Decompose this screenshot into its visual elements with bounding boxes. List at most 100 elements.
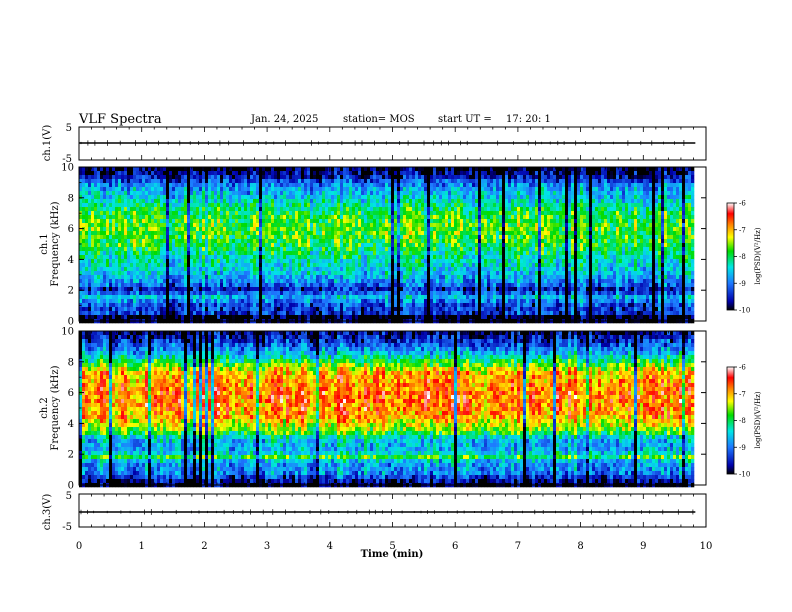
spectrogram-cell [418,219,421,223]
spectrogram-cell [145,303,148,307]
spectrogram-cell [295,199,298,203]
spectrogram-cell [172,243,175,247]
spectrogram-cell [364,191,367,195]
spectrogram-cell [253,295,256,299]
spectrogram-cell [88,283,91,287]
spectrogram-cell [358,271,361,275]
spectrogram-cell [241,219,244,223]
spectrogram-cell [124,251,127,255]
spectrogram-cell [430,311,433,315]
spectrogram-cell [262,219,265,223]
spectrogram-cell [373,315,376,319]
spectrogram-cell [292,263,295,267]
spectrogram-cell [370,207,373,211]
spectrogram-cell [187,175,190,179]
spectrogram-cell [313,251,316,255]
spectrogram-cell [121,255,124,259]
spectrogram-cell [166,271,169,275]
spectrogram-cell [304,183,307,187]
spectrogram-cell [247,255,250,259]
spectrogram-cell [100,227,103,231]
spectrogram-cell [205,299,208,303]
spectrogram-cell [367,207,370,211]
spectrogram-cell [115,299,118,303]
spectrogram-cell [220,215,223,219]
spectrogram-cell [310,251,313,255]
spectrogram-cell [289,239,292,243]
spectrogram-cell [361,303,364,307]
spectrogram-cell [157,239,160,243]
spectrogram-cell [235,175,238,179]
spectrogram-cell [373,263,376,267]
spectrogram-cell [130,279,133,283]
spectrogram-cell [193,239,196,243]
spectrogram-cell [136,279,139,283]
spectrogram-cell [388,255,391,259]
spectrogram-cell [88,199,91,203]
spectrogram-cell [388,223,391,227]
spectrogram-cell [334,187,337,191]
spectrogram-cell [310,175,313,179]
spectrogram-cell [391,215,394,219]
spectrogram-cell [166,235,169,239]
spectrogram-cell [91,275,94,279]
spectrogram-cell [421,199,424,203]
spectrogram-cell [127,275,130,279]
spectrogram-cell [277,195,280,199]
spectrogram-cell [250,307,253,311]
spectrogram-cell [223,287,226,291]
spectrogram-cell [451,283,454,287]
spectrogram-cell [142,251,145,255]
spectrogram-cell [343,167,346,171]
spectrogram-cell [418,291,421,295]
spectrogram-cell [127,207,130,211]
spectrogram-cell [256,271,259,275]
spectrogram-cell [421,239,424,243]
spectrogram-cell [121,311,124,315]
spectrogram-cell [238,303,241,307]
spectrogram-cell [406,303,409,307]
spectrogram-cell [313,307,316,311]
spectrogram-cell [211,235,214,239]
spectrogram-cell [436,199,439,203]
spectrogram-cell [448,279,451,283]
spectrogram-cell [112,191,115,195]
spectrogram-cell [220,175,223,179]
spectrogram-cell [328,191,331,195]
spectrogram-cell [109,207,112,211]
spectrogram-cell [427,291,430,295]
spectrogram-cell [310,239,313,243]
spectrogram-cell [280,215,283,219]
spectrogram-cell [118,243,121,247]
spectrogram-cell [364,311,367,315]
spectrogram-cell [127,231,130,235]
spectrogram-cell [190,311,193,315]
spectrogram-cell [88,187,91,191]
spectrogram-cell [346,235,349,239]
spectrogram-cell [256,183,259,187]
spectrogram-cell [133,227,136,231]
spectrogram-cell [361,299,364,303]
spectrogram-cell [376,167,379,171]
spectrogram-cell [343,251,346,255]
spectrogram-cell [430,267,433,271]
spectrogram-cell [181,231,184,235]
spectrogram-cell [292,215,295,219]
spectrogram-cell [205,191,208,195]
spectrogram-cell [439,175,442,179]
spectrogram-cell [307,199,310,203]
spectrogram-cell [211,175,214,179]
spectrogram-cell [208,223,211,227]
spectrogram-cell [175,227,178,231]
spectrogram-cell [361,267,364,271]
spectrogram-cell [190,227,193,231]
spectrogram-cell [370,311,373,315]
spectrogram-cell [232,235,235,239]
spectrogram-cell [127,291,130,295]
spectrogram-cell [103,283,106,287]
spectrogram-cell [235,207,238,211]
spectrogram-cell [376,199,379,203]
spectrogram-cell [370,183,373,187]
spectrogram-cell [457,203,460,207]
spectrogram-cell [157,171,160,175]
